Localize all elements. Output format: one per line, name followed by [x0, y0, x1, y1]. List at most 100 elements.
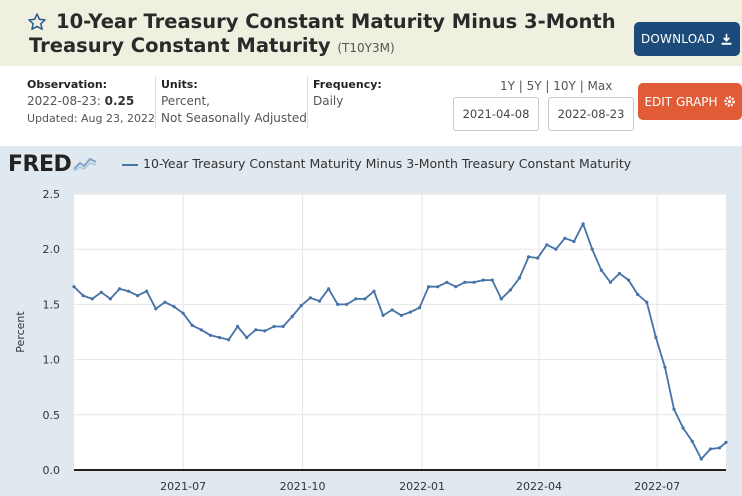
- data-point: [317, 299, 322, 303]
- data-point: [408, 310, 412, 314]
- data-point: [599, 268, 603, 272]
- data-point: [717, 446, 722, 450]
- data-point: [517, 276, 522, 280]
- x-tick-label: 2022-07: [634, 480, 680, 493]
- data-point: [627, 278, 631, 282]
- line-chart[interactable]: 0.0 0.5 1.0 1.5 2.0 2.5 2021-07 2021-10 2022-01…: [0, 146, 742, 496]
- data-point: [527, 255, 531, 259]
- edit-graph-label: EDIT GRAPH: [644, 94, 718, 109]
- data-point: [308, 296, 312, 300]
- download-icon: [721, 33, 732, 45]
- data-point: [445, 280, 449, 284]
- divider: [307, 76, 308, 128]
- data-point: [90, 297, 94, 301]
- data-point: [336, 302, 340, 306]
- units-line2: Not Seasonally Adjusted: [161, 111, 307, 125]
- data-point: [436, 285, 440, 289]
- x-tick-label: 2021-07: [160, 480, 206, 493]
- data-point: [199, 328, 203, 332]
- data-point: [363, 297, 367, 301]
- divider: [155, 76, 156, 128]
- data-point: [99, 290, 103, 294]
- data-point: [581, 222, 585, 226]
- end-date-input[interactable]: 2022-08-23: [548, 97, 634, 131]
- legend-label: 10-Year Treasury Constant Maturity Minus…: [143, 156, 632, 171]
- y-axis-label: Percent: [14, 311, 27, 353]
- frequency-value: Daily: [313, 94, 344, 108]
- x-tick-label: 2021-10: [280, 480, 326, 493]
- data-point: [608, 280, 613, 284]
- y-tick-label: 1.0: [43, 354, 61, 367]
- data-point: [545, 243, 549, 247]
- x-tick-label: 2022-01: [399, 480, 445, 493]
- data-point: [345, 302, 349, 306]
- frequency-block: Frequency: Daily: [313, 76, 382, 110]
- data-point: [181, 311, 185, 315]
- data-point: [390, 308, 394, 312]
- data-point: [108, 297, 112, 301]
- data-point: [354, 297, 358, 301]
- data-point: [724, 440, 728, 444]
- data-point: [217, 335, 222, 340]
- units-block: Units: Percent, Not Seasonally Adjusted: [161, 76, 307, 127]
- data-point: [463, 280, 467, 284]
- data-point: [154, 307, 158, 311]
- fred-logo[interactable]: FRED: [8, 152, 97, 177]
- data-point: [681, 426, 685, 430]
- series-header: 10-Year Treasury Constant Maturity Minus…: [0, 0, 742, 66]
- data-point: [636, 292, 640, 297]
- data-point: [145, 289, 149, 293]
- observation-block: Observation: 2022-08-23: 0.25 Updated: A…: [27, 76, 155, 127]
- data-point: [572, 239, 576, 244]
- download-label: DOWNLOAD: [640, 32, 716, 46]
- data-point: [663, 365, 667, 369]
- y-tick-label: 1.5: [43, 298, 61, 311]
- data-point: [245, 335, 249, 340]
- data-point: [172, 305, 176, 309]
- units-label: Units:: [161, 78, 198, 91]
- y-tick-label: 2.5: [43, 188, 61, 201]
- data-point: [263, 329, 267, 333]
- data-point: [645, 300, 649, 304]
- observation-value: 0.25: [104, 94, 135, 108]
- data-point: [372, 289, 376, 293]
- data-point: [117, 287, 122, 291]
- data-point: [699, 457, 703, 461]
- data-point: [654, 335, 658, 340]
- data-point: [190, 323, 194, 327]
- updated-text: Updated: Aug 23, 2022: [27, 112, 155, 125]
- star-icon[interactable]: [27, 12, 47, 32]
- start-date-input[interactable]: 2021-04-08: [453, 97, 539, 131]
- data-point: [554, 247, 558, 251]
- data-point: [81, 294, 85, 298]
- units-line1: Percent,: [161, 94, 210, 108]
- data-point: [299, 303, 303, 308]
- data-point: [381, 313, 385, 317]
- data-point: [536, 256, 540, 260]
- data-point: [136, 294, 140, 298]
- data-point: [290, 314, 294, 319]
- fred-logo-icon: [73, 157, 97, 172]
- data-point: [126, 289, 131, 293]
- gear-icon: [723, 96, 735, 107]
- data-point: [417, 306, 422, 310]
- range-selector[interactable]: 1Y | 5Y | 10Y | Max: [500, 79, 613, 93]
- title-text: 10-Year Treasury Constant Maturity Minus…: [29, 10, 616, 57]
- data-point: [690, 439, 694, 443]
- observation-label: Observation:: [27, 78, 108, 91]
- data-point: [490, 278, 494, 282]
- download-button[interactable]: DOWNLOAD: [634, 22, 740, 56]
- data-point: [508, 288, 512, 292]
- data-point: [672, 407, 676, 411]
- data-point: [163, 300, 167, 304]
- data-point: [617, 271, 622, 276]
- x-tick-label: 2022-04: [516, 480, 562, 493]
- y-tick-label: 0.5: [43, 409, 61, 422]
- data-point: [327, 287, 331, 291]
- plot-area: [74, 194, 726, 470]
- data-point: [481, 278, 485, 282]
- legend-swatch: [122, 164, 138, 166]
- edit-graph-button[interactable]: EDIT GRAPH: [638, 83, 742, 120]
- data-point: [272, 324, 276, 329]
- data-point: [281, 324, 285, 329]
